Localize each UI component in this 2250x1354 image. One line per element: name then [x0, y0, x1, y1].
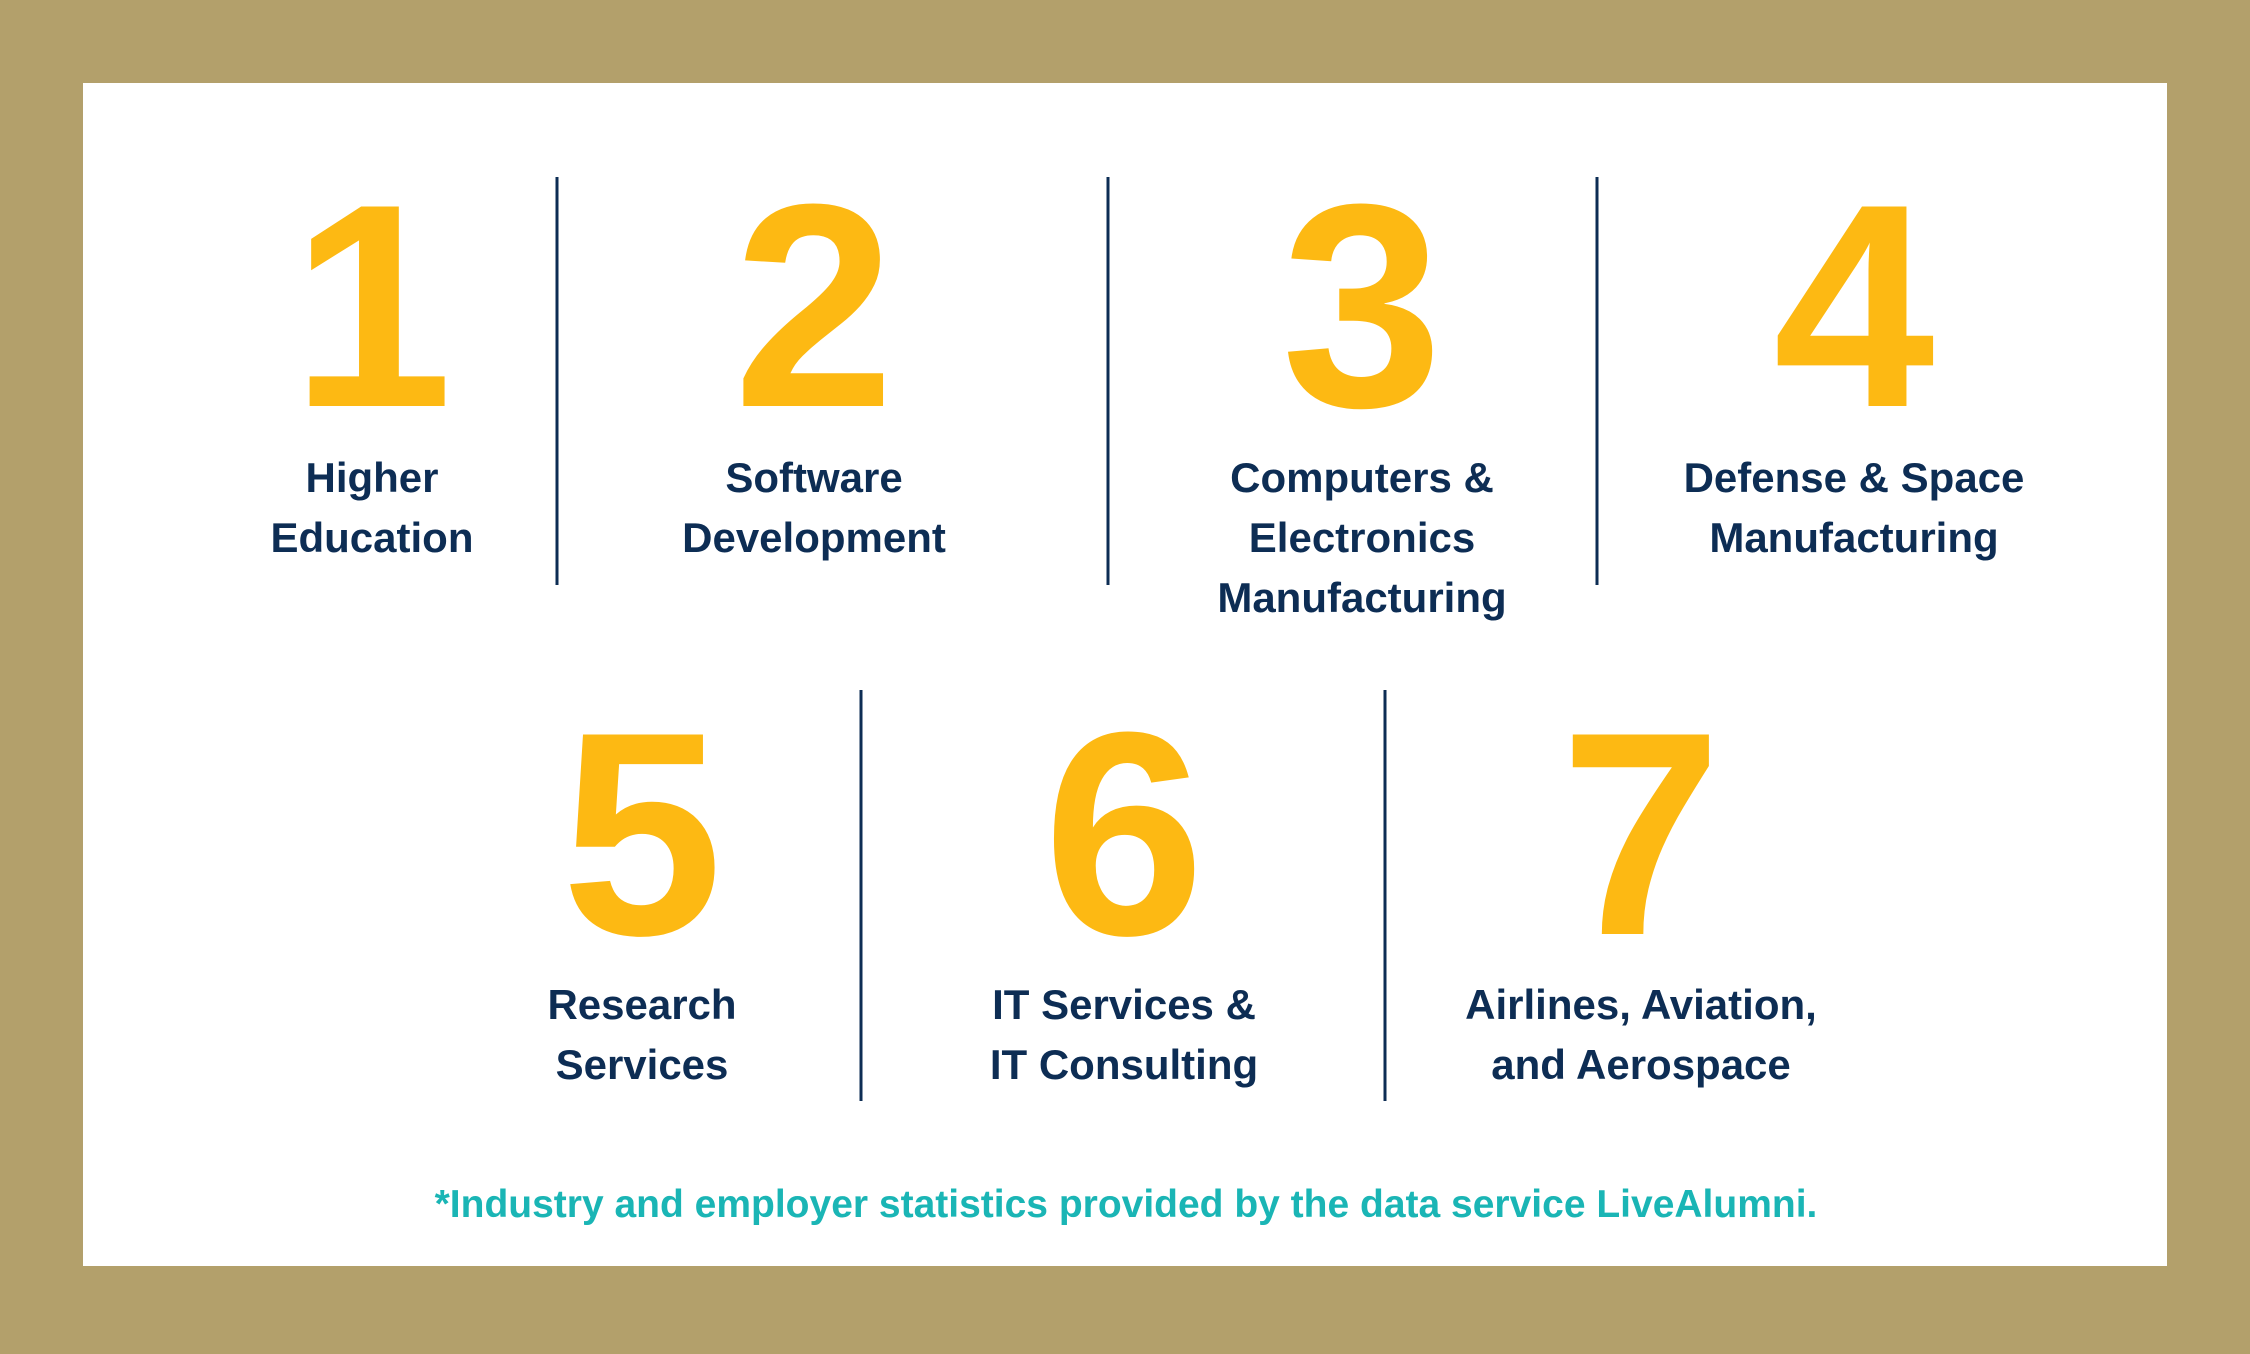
rank-number: 5: [561, 672, 722, 996]
industry-label: IT Services &: [992, 981, 1256, 1028]
rank-number: 6: [1043, 672, 1204, 996]
footnote: *Industry and employer statistics provid…: [435, 1183, 1818, 1226]
panel: [83, 83, 2167, 1266]
industry-label: Manufacturing: [1709, 514, 1998, 561]
rank-number: 7: [1560, 672, 1721, 996]
industry-label: Defense & Space: [1684, 454, 2025, 501]
rank-number: 1: [291, 144, 452, 468]
industry-label: Research: [547, 981, 736, 1028]
industry-label: Manufacturing: [1217, 574, 1506, 621]
industry-label: Higher: [305, 454, 438, 501]
industry-label: Software: [725, 454, 902, 501]
rank-number: 4: [1773, 144, 1936, 468]
industry-label: IT Consulting: [990, 1041, 1258, 1088]
dividers: [555, 177, 1599, 1101]
rank-number: 3: [1281, 144, 1442, 468]
industry-label: Electronics: [1249, 514, 1475, 561]
industry-label: and Aerospace: [1491, 1041, 1791, 1088]
industry-label: Computers &: [1230, 454, 1494, 501]
industry-label: Airlines, Aviation,: [1465, 981, 1817, 1028]
industry-label: Development: [682, 514, 946, 561]
industry-label: Education: [270, 514, 473, 561]
industry-label: Services: [556, 1041, 729, 1088]
rank-number: 2: [733, 144, 894, 468]
